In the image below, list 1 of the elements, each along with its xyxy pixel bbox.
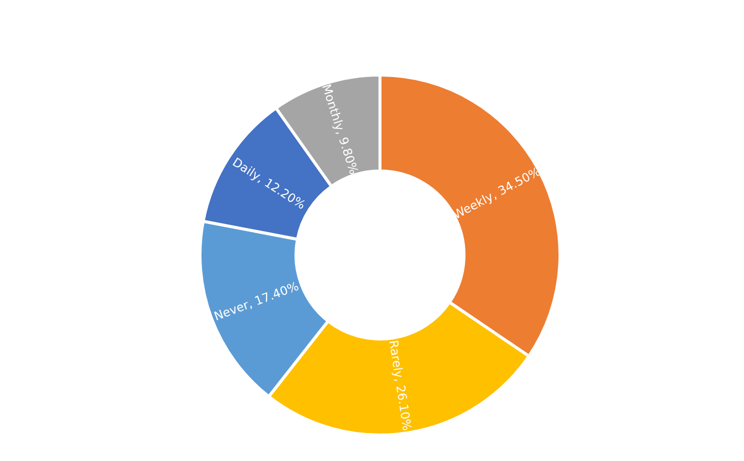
- slice-label: Rarely, 26.10%: [386, 339, 414, 432]
